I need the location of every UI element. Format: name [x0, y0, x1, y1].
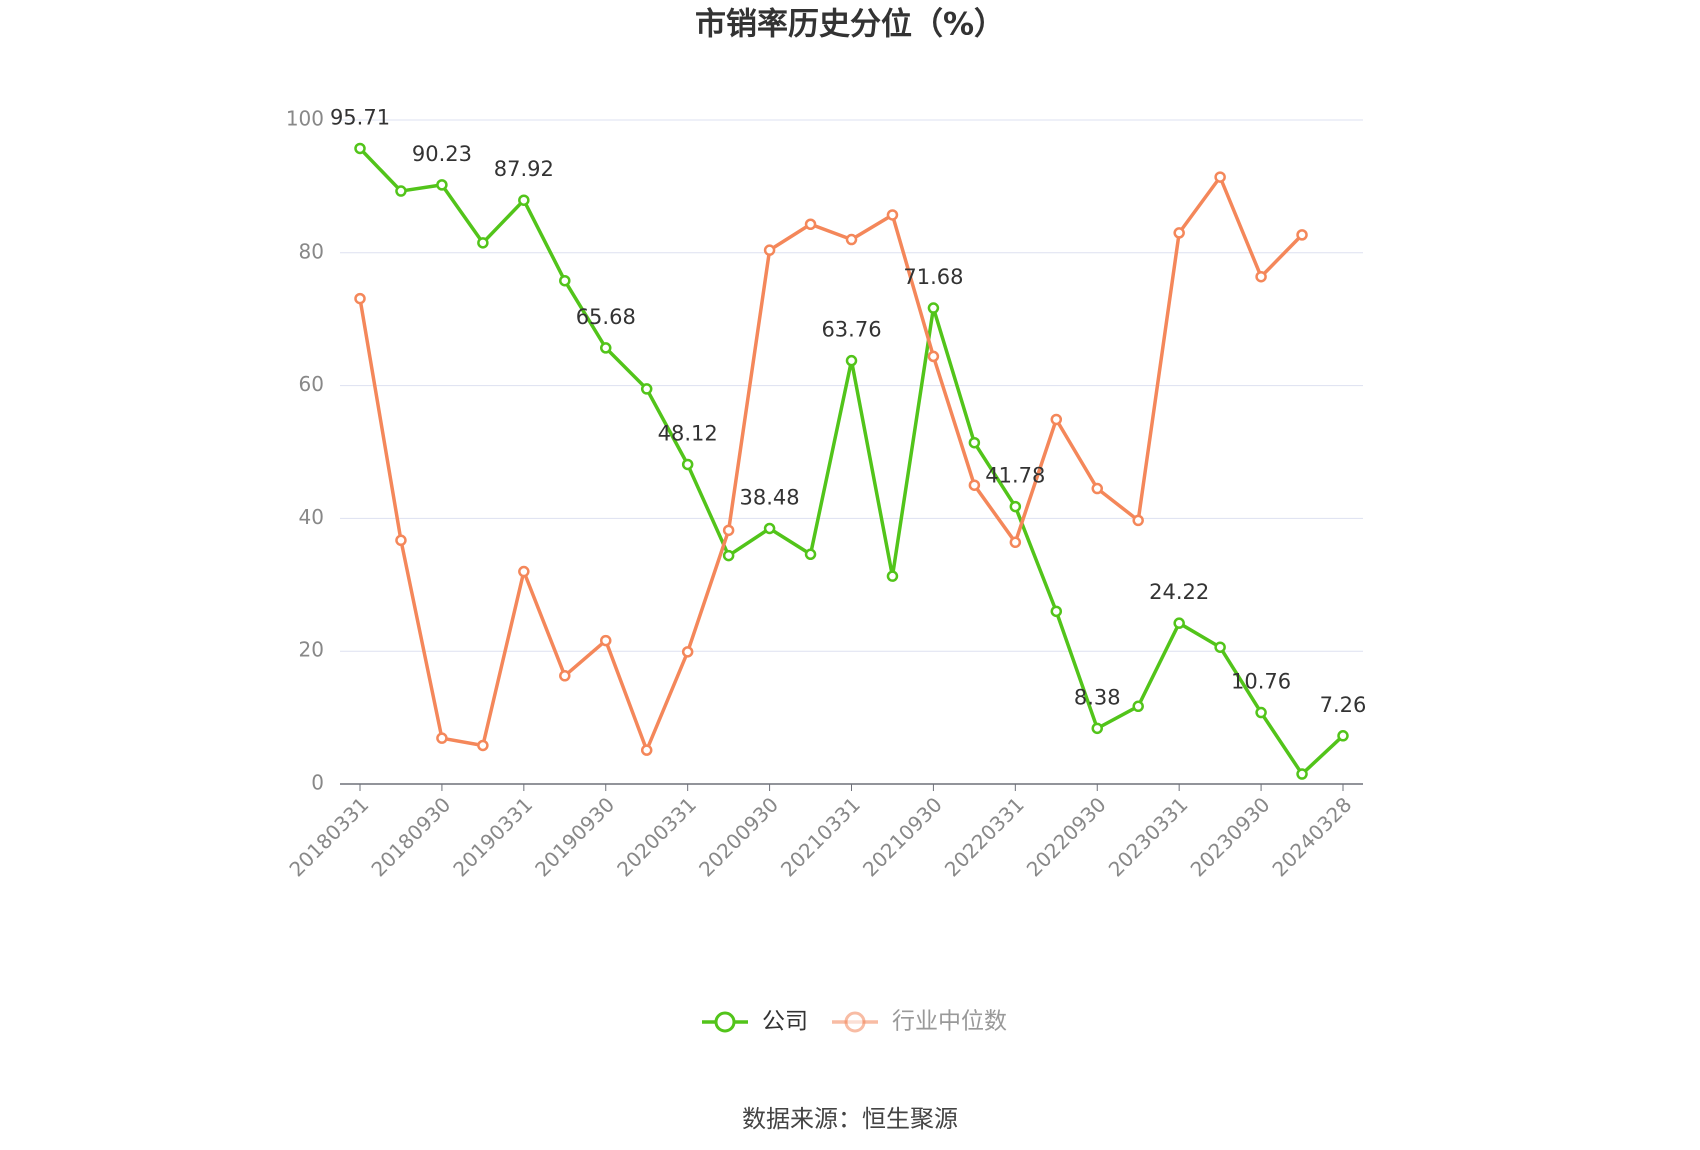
x-tick-label: 20190331 [448, 792, 537, 881]
data-label: 95.71 [330, 105, 390, 129]
legend-marker [844, 1011, 866, 1033]
point [1132, 700, 1144, 713]
data-label: 8.38 [1074, 685, 1121, 709]
x-tick-label: 20210331 [776, 792, 865, 881]
point [1296, 229, 1308, 241]
point [722, 524, 735, 537]
point [1050, 605, 1063, 618]
point [477, 739, 489, 752]
point [354, 142, 366, 155]
x-tick-label: 20220331 [940, 792, 1029, 881]
point [518, 565, 530, 578]
point [640, 383, 653, 395]
point [395, 185, 407, 197]
point [968, 479, 981, 491]
x-tick-label: 20230930 [1186, 792, 1275, 881]
point [1132, 514, 1144, 527]
data-label: 90.23 [412, 142, 472, 166]
point [927, 302, 940, 314]
point [1173, 617, 1185, 629]
y-tick-label: 0 [311, 771, 324, 795]
x-tick-label: 20210930 [858, 792, 947, 881]
point [681, 458, 694, 471]
point [640, 744, 653, 756]
x-tick-label: 20200930 [694, 792, 783, 881]
point [1255, 706, 1267, 719]
legend-item[interactable]: 公司 [702, 1009, 808, 1035]
legend-item[interactable]: 行业中位数 [832, 1009, 1007, 1035]
point [354, 292, 366, 305]
point [1296, 768, 1308, 780]
point [559, 670, 571, 682]
legend-marker [714, 1011, 736, 1033]
x-tick-label: 20180930 [366, 792, 455, 881]
y-tick-label: 20 [299, 638, 324, 662]
point [395, 534, 407, 547]
point [804, 548, 817, 561]
point [1009, 500, 1022, 513]
data-label: 65.68 [576, 305, 636, 329]
x-tick-label: 20200331 [612, 792, 701, 881]
data-label: 10.76 [1231, 670, 1291, 694]
point [886, 570, 899, 582]
data-label: 63.76 [821, 318, 881, 342]
point [1091, 482, 1103, 495]
point [804, 218, 817, 230]
point [1214, 171, 1226, 183]
data-label: 24.22 [1149, 580, 1209, 604]
point [1091, 722, 1103, 735]
y-tick-label: 60 [299, 372, 324, 396]
y-tick-label: 80 [299, 239, 324, 263]
y-tick-label: 40 [299, 505, 324, 529]
series-line [358, 175, 1304, 752]
x-tick-label: 20220930 [1022, 792, 1111, 881]
point [1337, 730, 1349, 742]
y-tick-label: 100 [286, 107, 324, 131]
point [600, 634, 612, 647]
point [845, 233, 858, 246]
point [1050, 413, 1063, 426]
point [1214, 641, 1226, 653]
data-label: 71.68 [903, 265, 963, 289]
point [477, 237, 489, 249]
x-tick-label: 20240328 [1267, 792, 1356, 881]
data-label: 87.92 [494, 157, 554, 181]
point [886, 209, 899, 221]
point [722, 549, 735, 562]
data-label: 41.78 [985, 464, 1045, 488]
chart-title: 市销率历史分位（%） [695, 7, 1005, 43]
point [763, 244, 776, 256]
legend: 公司 行业中位数 [702, 1009, 1007, 1035]
x-tick-label: 20190930 [530, 792, 619, 881]
point [600, 342, 612, 354]
point [968, 436, 981, 449]
point [1173, 227, 1185, 239]
point [763, 522, 776, 535]
point [681, 646, 694, 658]
point [1009, 536, 1022, 549]
point [927, 350, 940, 363]
x-tick-label: 20230331 [1104, 792, 1193, 881]
data-label: 48.12 [658, 421, 718, 445]
data-label: 38.48 [740, 485, 800, 509]
point [436, 179, 448, 191]
source: 数据来源：恒生聚源 [742, 1105, 958, 1133]
point [1255, 270, 1267, 283]
data-label: 7.26 [1320, 693, 1367, 717]
point [436, 732, 448, 744]
legend-label: 公司 [762, 1009, 808, 1035]
legend-label: 行业中位数 [892, 1009, 1007, 1035]
point [559, 274, 571, 287]
point [845, 354, 858, 367]
x-tick-label: 20180331 [284, 792, 373, 881]
point [518, 194, 530, 206]
